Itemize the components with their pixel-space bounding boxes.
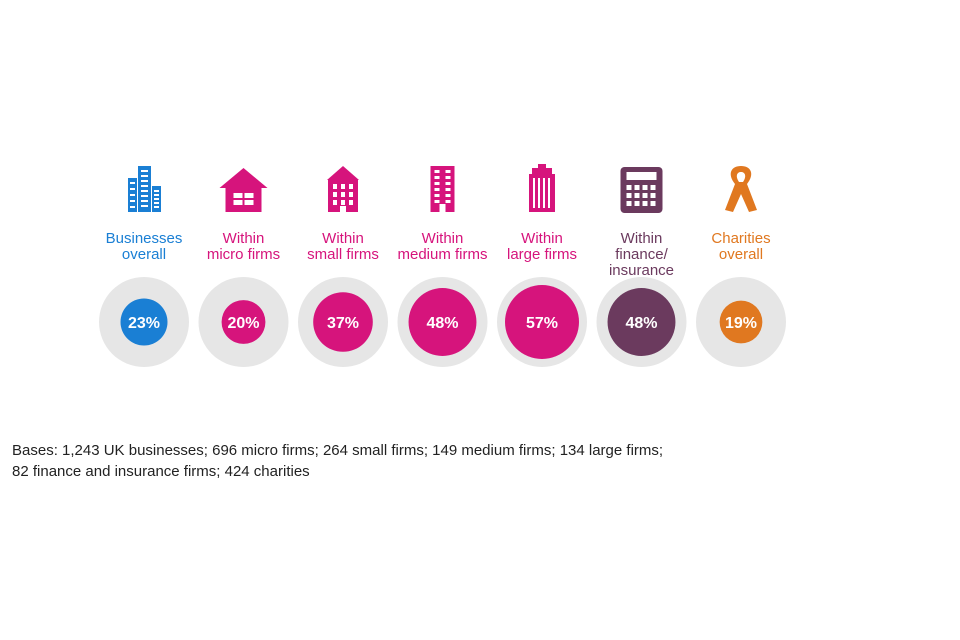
category-label: Within medium firms (397, 230, 487, 263)
ribbon-icon (725, 166, 757, 212)
bases-line-2: 82 finance and insurance firms; 424 char… (12, 463, 310, 480)
category-label-line: Within (223, 230, 265, 247)
value-label: 23% (128, 315, 160, 332)
category-label: Within micro firms (207, 230, 280, 263)
category-label-line: Within (422, 230, 464, 247)
value-bubble (505, 285, 579, 359)
category-label-line: Charities (711, 230, 770, 247)
value-bubble (719, 300, 763, 344)
value-bubble (221, 300, 266, 344)
small-building-icon (327, 166, 359, 212)
tower-building-icon (529, 164, 555, 212)
category-label-line: Within (521, 230, 563, 247)
category-label: Businesses overall (106, 230, 183, 263)
bases-line-1: Bases: 1,243 UK businesses; 696 micro fi… (12, 442, 664, 459)
medium-building-icon (430, 166, 455, 212)
value-label: 19% (725, 315, 757, 332)
category-label: Within large firms (507, 230, 577, 263)
value-label: 48% (625, 315, 657, 332)
value-label: 57% (526, 315, 558, 332)
value-bubble (607, 288, 676, 356)
category-label: Within finance/insurance (609, 230, 674, 279)
value-label: 48% (426, 315, 458, 332)
category-label-line: overall (719, 246, 763, 263)
house-icon (219, 168, 268, 212)
category-label-line: insurance (609, 262, 674, 279)
value-label: 20% (227, 315, 259, 332)
value-bubble (408, 288, 477, 356)
value-label: 37% (327, 315, 359, 332)
bases-footnote: Bases: 1,243 UK businesses; 696 micro fi… (12, 440, 912, 482)
category-label: Charities overall (711, 230, 770, 263)
value-bubble (120, 298, 168, 346)
category-label-line: medium firms (397, 246, 487, 263)
category-label-line: Within (621, 230, 663, 247)
category-label-line: large firms (507, 246, 577, 263)
category-label-line: micro firms (207, 246, 280, 263)
value-bubble (313, 292, 373, 352)
category-label-line: finance/ (615, 246, 668, 263)
category-label: Within small firms (307, 230, 379, 263)
category-label-line: Businesses (106, 230, 183, 247)
calculator-icon (620, 167, 663, 213)
category-label-line: Within (322, 230, 364, 247)
office-buildings-icon (128, 166, 161, 212)
category-label-line: small firms (307, 246, 379, 263)
category-label-line: overall (122, 246, 166, 263)
